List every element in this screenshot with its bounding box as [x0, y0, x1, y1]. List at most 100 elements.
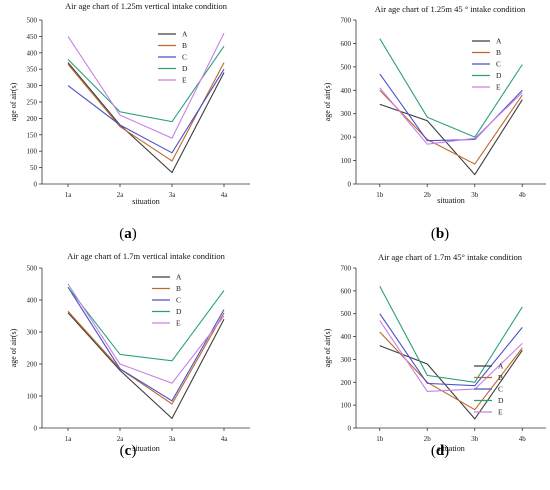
x-tick-label: 3b — [471, 435, 479, 443]
legend-label-C: C — [176, 296, 181, 305]
x-tick-label: 2b — [424, 435, 432, 443]
legend-label-A: A — [182, 30, 188, 39]
x-tick-label: 3a — [169, 435, 177, 443]
x-axis-label: situation — [437, 196, 465, 205]
y-tick-label: 50 — [30, 164, 38, 172]
y-tick-label: 400 — [341, 87, 352, 95]
series-line-E — [67, 283, 225, 384]
legend-label-B: B — [498, 373, 503, 382]
chart-title: Air age chart of 1.25m vertical intake c… — [65, 1, 228, 11]
legend-label-C: C — [496, 60, 501, 69]
y-tick-label: 300 — [341, 110, 352, 118]
legend-label-E: E — [182, 76, 187, 85]
y-axis-label: age of air(s) — [9, 82, 18, 121]
legend-label-C: C — [498, 385, 503, 394]
x-tick-label: 4b — [519, 435, 527, 443]
series-line-C — [379, 73, 523, 142]
series-line-C — [67, 286, 225, 402]
x-tick-label: 2a — [117, 435, 125, 443]
y-tick-label: 350 — [27, 66, 38, 74]
y-tick-label: 700 — [341, 265, 352, 273]
chart-title: Air age chart of 1.7m 45° intake conditi… — [378, 252, 523, 262]
y-tick-label: 100 — [27, 148, 38, 156]
legend-label-A: A — [176, 273, 182, 282]
series-line-D — [67, 286, 225, 362]
series-line-C — [379, 313, 523, 387]
series-line-A — [379, 99, 523, 176]
y-tick-label: 300 — [27, 82, 38, 90]
y-tick-label: 700 — [341, 17, 352, 25]
x-tick-label: 3b — [471, 191, 479, 199]
y-tick-label: 400 — [341, 333, 352, 341]
x-tick-label: 1b — [376, 435, 384, 443]
y-tick-label: 400 — [27, 49, 38, 57]
y-tick-label: 300 — [341, 356, 352, 364]
legend-label-D: D — [182, 64, 188, 73]
chart-panel-a: Air age chart of 1.25m vertical intake c… — [9, 1, 250, 242]
legend-label-D: D — [496, 71, 502, 80]
legend-label-D: D — [176, 307, 182, 316]
y-axis-label: age of air(s) — [9, 328, 18, 367]
panel-label: (a) — [119, 226, 137, 242]
y-axis-label: age of air(s) — [323, 328, 332, 367]
y-axis-label: age of air(s) — [323, 82, 332, 121]
series-line-E — [67, 32, 225, 139]
x-tick-label: 2a — [117, 191, 125, 199]
series-line-B — [379, 89, 523, 165]
series-line-B — [379, 331, 523, 411]
x-tick-label: 4a — [221, 191, 229, 199]
y-tick-label: 150 — [27, 131, 38, 139]
x-tick-label: 1a — [65, 435, 73, 443]
series-line-B — [67, 310, 225, 405]
series-line-A — [379, 345, 523, 420]
y-tick-label: 200 — [341, 134, 352, 142]
y-tick-label: 450 — [27, 33, 38, 41]
series-line-D — [379, 286, 523, 383]
x-tick-label: 4a — [221, 435, 229, 443]
legend-label-B: B — [182, 41, 187, 50]
legend-label-C: C — [182, 53, 187, 62]
y-tick-label: 200 — [27, 115, 38, 123]
y-tick-label: 200 — [341, 379, 352, 387]
y-tick-label: 100 — [341, 157, 352, 165]
y-tick-label: 0 — [34, 425, 38, 433]
y-tick-label: 200 — [27, 361, 38, 369]
series-line-A — [67, 62, 225, 174]
panel-label: (c) — [120, 443, 137, 459]
y-tick-label: 100 — [27, 393, 38, 401]
series-line-A — [67, 312, 225, 420]
x-tick-label: 2b — [424, 191, 432, 199]
x-axis-label: situation — [132, 197, 160, 206]
x-axis-label: situation — [437, 444, 465, 453]
legend-label-E: E — [176, 319, 181, 328]
x-tick-label: 1a — [65, 191, 73, 199]
legend-label-B: B — [496, 48, 501, 57]
series-line-B — [67, 62, 225, 162]
y-tick-label: 600 — [341, 40, 352, 48]
y-tick-label: 500 — [27, 265, 38, 273]
chart-panel-c: Air age chart of 1.7m vertical intake co… — [9, 251, 250, 459]
panel-label: (d) — [431, 443, 449, 459]
y-tick-label: 500 — [27, 17, 38, 25]
legend-label-D: D — [498, 396, 504, 405]
y-tick-label: 500 — [341, 63, 352, 71]
y-tick-label: 600 — [341, 287, 352, 295]
series-line-D — [379, 38, 523, 138]
legend-label-E: E — [498, 408, 503, 417]
chart-title: Air age chart of 1.25m 45 ° intake condi… — [375, 4, 526, 14]
legend-label-E: E — [496, 83, 501, 92]
y-tick-label: 100 — [341, 402, 352, 410]
legend-label-A: A — [496, 37, 502, 46]
y-tick-label: 0 — [348, 181, 352, 189]
y-tick-label: 300 — [27, 329, 38, 337]
x-tick-label: 1b — [376, 191, 384, 199]
panel-label: (b) — [431, 226, 449, 242]
legend-label-B: B — [176, 284, 181, 293]
legend-label-A: A — [498, 362, 504, 371]
x-axis-label: situation — [132, 444, 160, 453]
